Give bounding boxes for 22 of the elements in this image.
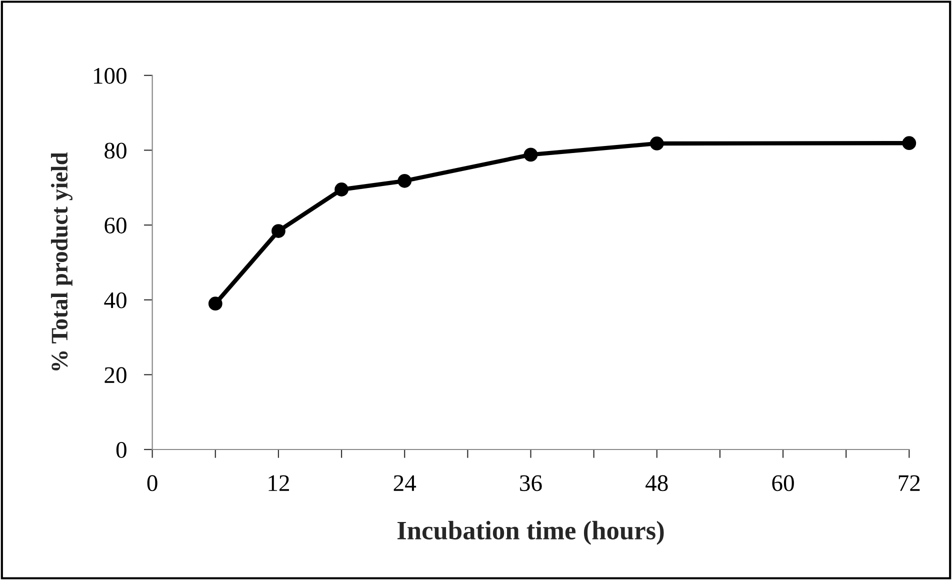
x-tick-label: 24 bbox=[394, 475, 416, 491]
y-axis-title: % Total product yield bbox=[50, 152, 72, 370]
x-tick-label: 60 bbox=[772, 475, 794, 492]
y-tick-label: 100 bbox=[94, 68, 126, 84]
y-tick-label: 40 bbox=[104, 292, 126, 308]
x-tick-label: 36 bbox=[520, 475, 542, 492]
x-tick-label: 0 bbox=[147, 475, 158, 492]
point bbox=[272, 224, 286, 238]
y-tick-label: 80 bbox=[104, 142, 126, 159]
point bbox=[902, 136, 916, 150]
point bbox=[334, 182, 348, 196]
point bbox=[524, 148, 538, 162]
point bbox=[208, 296, 222, 311]
y-tick-label: 20 bbox=[104, 367, 126, 384]
x-tick-label: 72 bbox=[898, 475, 920, 491]
x-tick-label: 48 bbox=[646, 475, 668, 492]
y-tick-label: 60 bbox=[104, 218, 126, 234]
point bbox=[398, 174, 412, 188]
y-tick-label: 0 bbox=[116, 442, 126, 458]
point bbox=[650, 136, 664, 150]
x-tick-label: 12 bbox=[268, 475, 289, 491]
x-axis-title: Incubation time (hours) bbox=[397, 520, 664, 545]
